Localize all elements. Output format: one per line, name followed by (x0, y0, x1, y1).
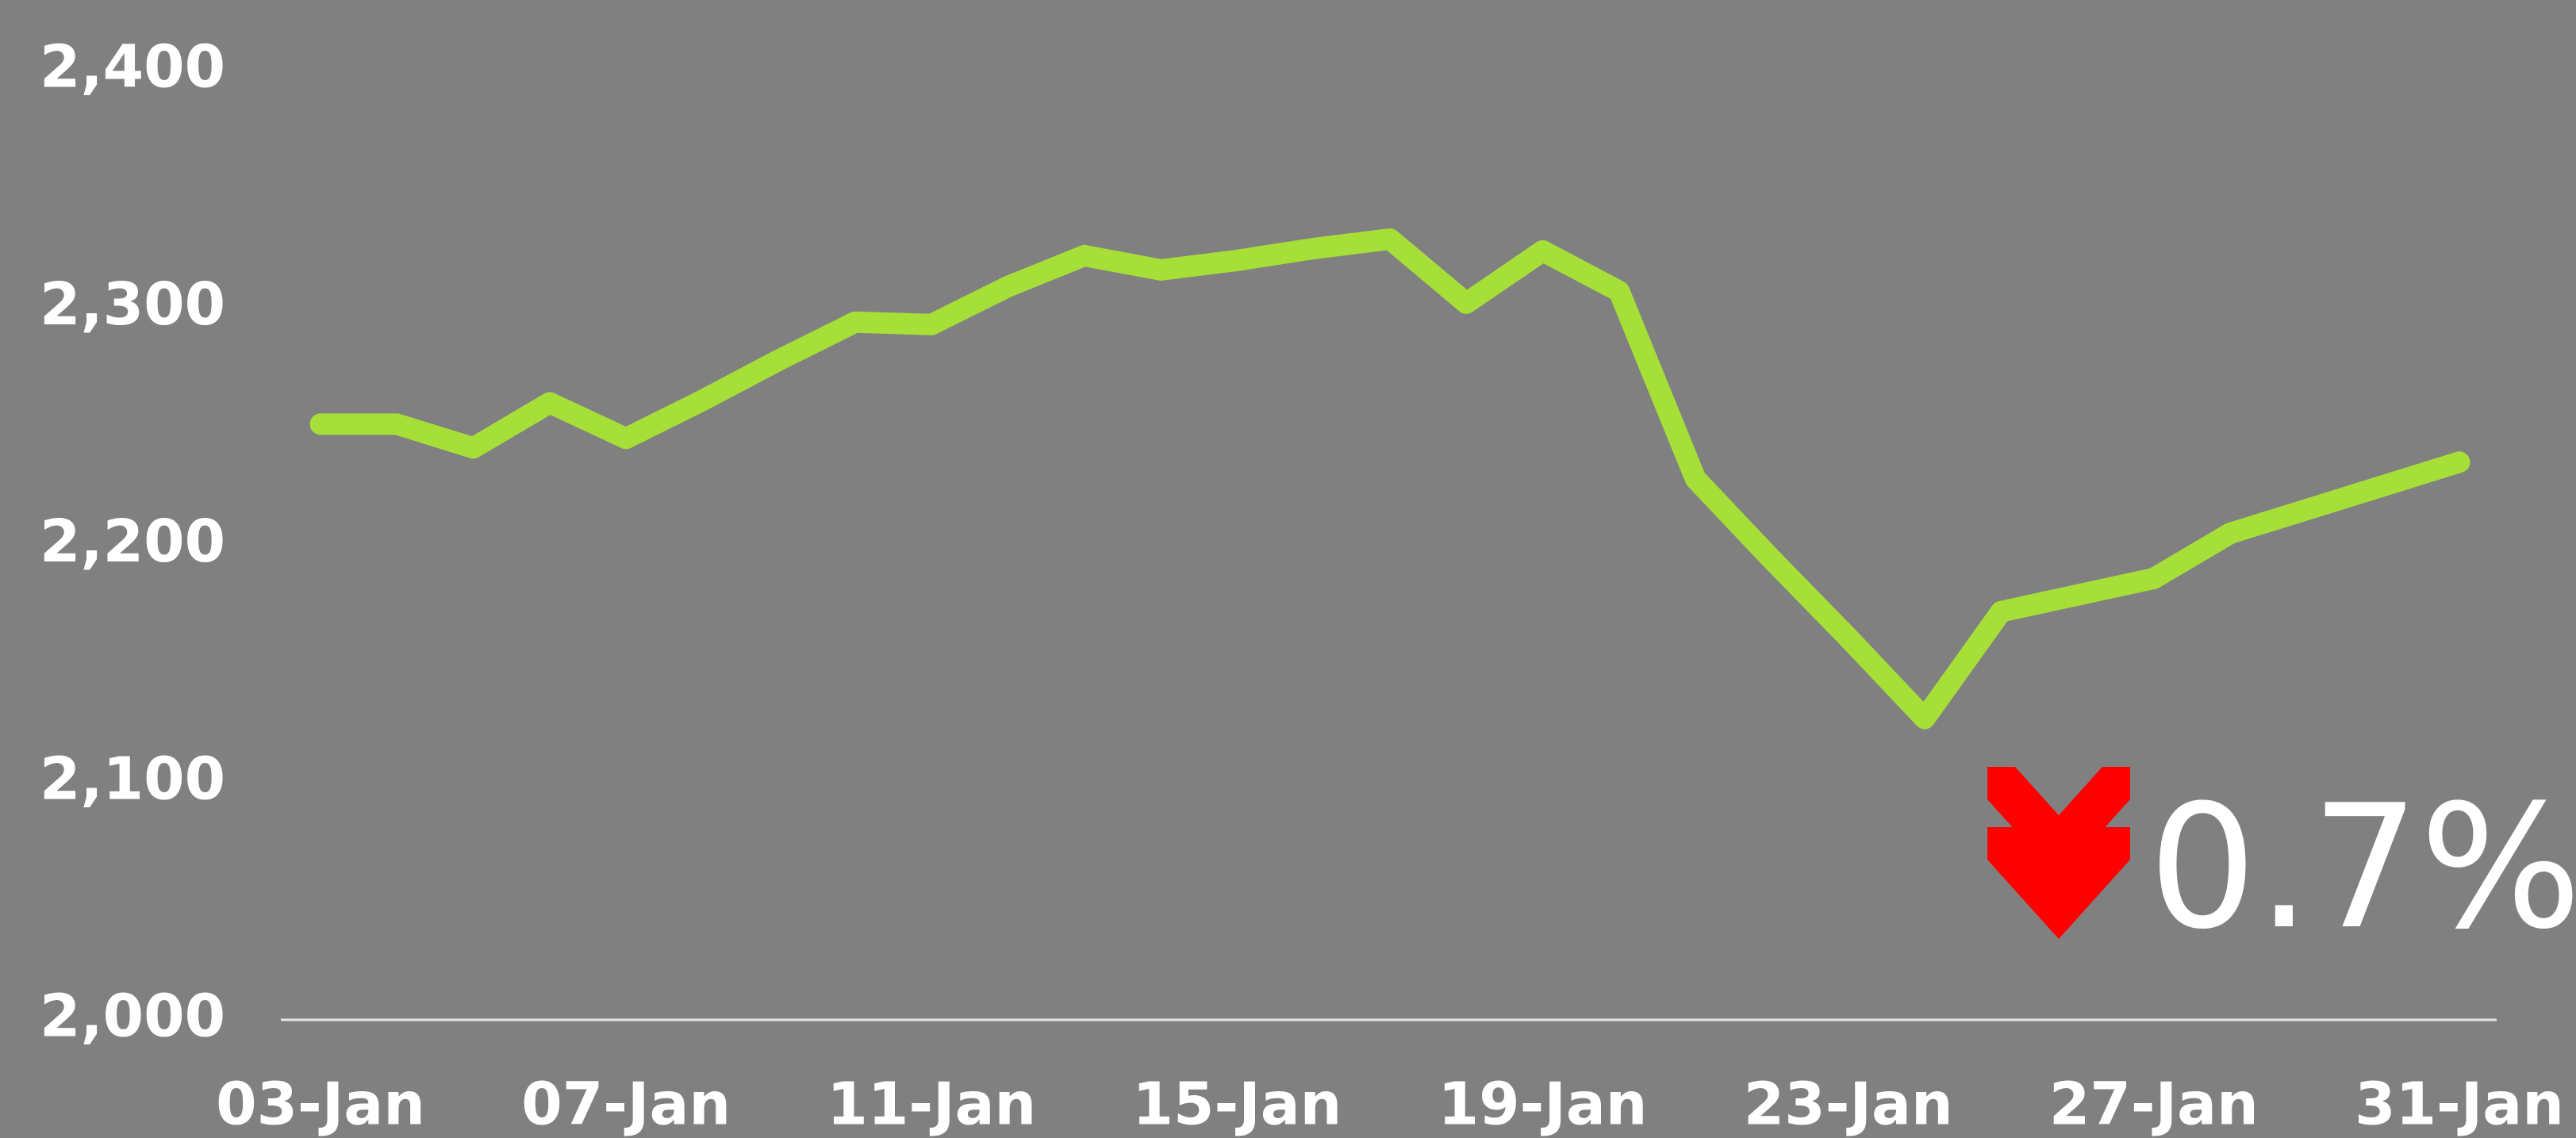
y-tick-label: 2,200 (40, 508, 225, 576)
down-arrow-icon (1987, 767, 2130, 939)
x-tick-label: 07-Jan (521, 1071, 731, 1138)
x-tick-label: 31-Jan (2355, 1071, 2564, 1138)
x-tick-label: 23-Jan (1744, 1071, 1953, 1138)
x-tick-label: 11-Jan (827, 1071, 1036, 1138)
y-tick-label: 2,300 (40, 270, 225, 339)
y-tick-label: 2,000 (40, 983, 225, 1051)
y-tick-label: 2,100 (40, 745, 225, 813)
change-annotation: 0.7% (2148, 768, 2576, 967)
x-tick-label: 27-Jan (2049, 1071, 2259, 1138)
x-tick-label: 15-Jan (1133, 1071, 1342, 1138)
line-series (309, 228, 2470, 730)
x-tick-label: 03-Jan (216, 1071, 425, 1138)
x-tick-label: 19-Jan (1438, 1071, 1648, 1138)
y-tick-label: 2,400 (40, 33, 225, 102)
